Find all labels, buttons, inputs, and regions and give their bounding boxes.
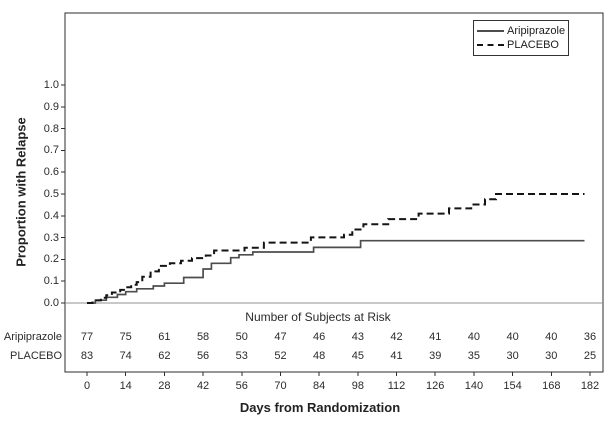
curve-placebo xyxy=(87,193,585,304)
y-tick-label: 0.7 xyxy=(43,144,59,157)
risk-count: 52 xyxy=(274,350,287,362)
risk-count: 40 xyxy=(467,331,481,343)
y-tick-label: 0.6 xyxy=(43,166,59,179)
x-axis-title: Days from Randomization xyxy=(239,400,401,415)
risk-count: 58 xyxy=(196,331,210,343)
y-tick-label: 0.2 xyxy=(43,253,59,266)
y-axis-title: Proportion with Relapse xyxy=(13,117,29,267)
risk-count: 46 xyxy=(313,331,326,343)
risk-table-title: Number of Subjects at Risk xyxy=(245,310,391,324)
y-tick-label: 0.1 xyxy=(43,275,59,288)
risk-count: 40 xyxy=(545,331,558,343)
risk-count: 74 xyxy=(119,350,132,362)
legend-label: Aripiprazole xyxy=(507,25,566,37)
risk-count: 30 xyxy=(545,350,558,362)
risk-count: 40 xyxy=(506,331,519,343)
x-tick-label: 182 xyxy=(580,380,600,392)
risk-row-label: Aripiprazole xyxy=(3,331,62,343)
risk-count: 83 xyxy=(80,350,94,362)
legend-item-aripiprazole: Aripiprazole xyxy=(477,24,566,38)
x-tick-label: 126 xyxy=(426,380,445,392)
curve-aripiprazole xyxy=(87,239,585,304)
solid-line-swatch-icon xyxy=(477,30,504,32)
x-tick-label: 42 xyxy=(196,380,210,392)
risk-count: 42 xyxy=(390,331,403,343)
x-tick-label: 70 xyxy=(274,380,287,392)
y-tick-label: 0.0 xyxy=(43,297,59,309)
y-tick-label: 0.8 xyxy=(43,122,59,135)
dashed-line-swatch-icon xyxy=(477,44,504,46)
x-tick-label: 168 xyxy=(542,380,561,392)
y-tick-label: 0.3 xyxy=(43,231,59,244)
legend-item-placebo: PLACEBO xyxy=(477,38,564,52)
risk-count: 56 xyxy=(196,350,210,362)
risk-count: 45 xyxy=(351,350,364,362)
risk-count: 35 xyxy=(467,350,481,362)
risk-row-label: PLACEBO xyxy=(10,350,62,362)
x-tick-label: 56 xyxy=(235,380,248,392)
risk-count: 36 xyxy=(583,331,597,343)
x-tick-label: 140 xyxy=(464,380,484,392)
risk-count: 50 xyxy=(235,331,248,343)
risk-count: 47 xyxy=(274,331,287,343)
risk-count: 53 xyxy=(235,350,248,362)
y-tick-label: 0.5 xyxy=(43,188,59,200)
x-tick-label: 84 xyxy=(313,380,326,392)
risk-count: 25 xyxy=(583,350,597,362)
x-tick-label: 14 xyxy=(119,380,132,392)
risk-count: 77 xyxy=(80,331,94,343)
risk-count: 43 xyxy=(351,331,364,343)
x-tick-label: 112 xyxy=(387,380,406,392)
x-tick-label: 98 xyxy=(351,380,364,392)
x-tick-label: 0 xyxy=(83,380,91,392)
legend-label: PLACEBO xyxy=(507,39,559,51)
plot-frame xyxy=(64,12,604,373)
legend: Aripiprazole PLACEBO xyxy=(473,20,569,56)
risk-count: 75 xyxy=(119,331,132,343)
risk-count: 41 xyxy=(390,350,403,362)
y-tick-label: 0.4 xyxy=(43,209,59,222)
y-tick-label: 1.0 xyxy=(43,79,59,91)
risk-count: 62 xyxy=(158,350,171,362)
x-tick-label: 154 xyxy=(503,380,522,392)
risk-count: 39 xyxy=(429,350,442,362)
y-tick-label: 0.9 xyxy=(43,100,59,113)
risk-count: 48 xyxy=(313,350,326,362)
risk-count: 61 xyxy=(158,331,171,343)
risk-count: 41 xyxy=(429,331,442,343)
x-tick-label: 28 xyxy=(158,380,171,392)
risk-count: 30 xyxy=(506,350,519,362)
